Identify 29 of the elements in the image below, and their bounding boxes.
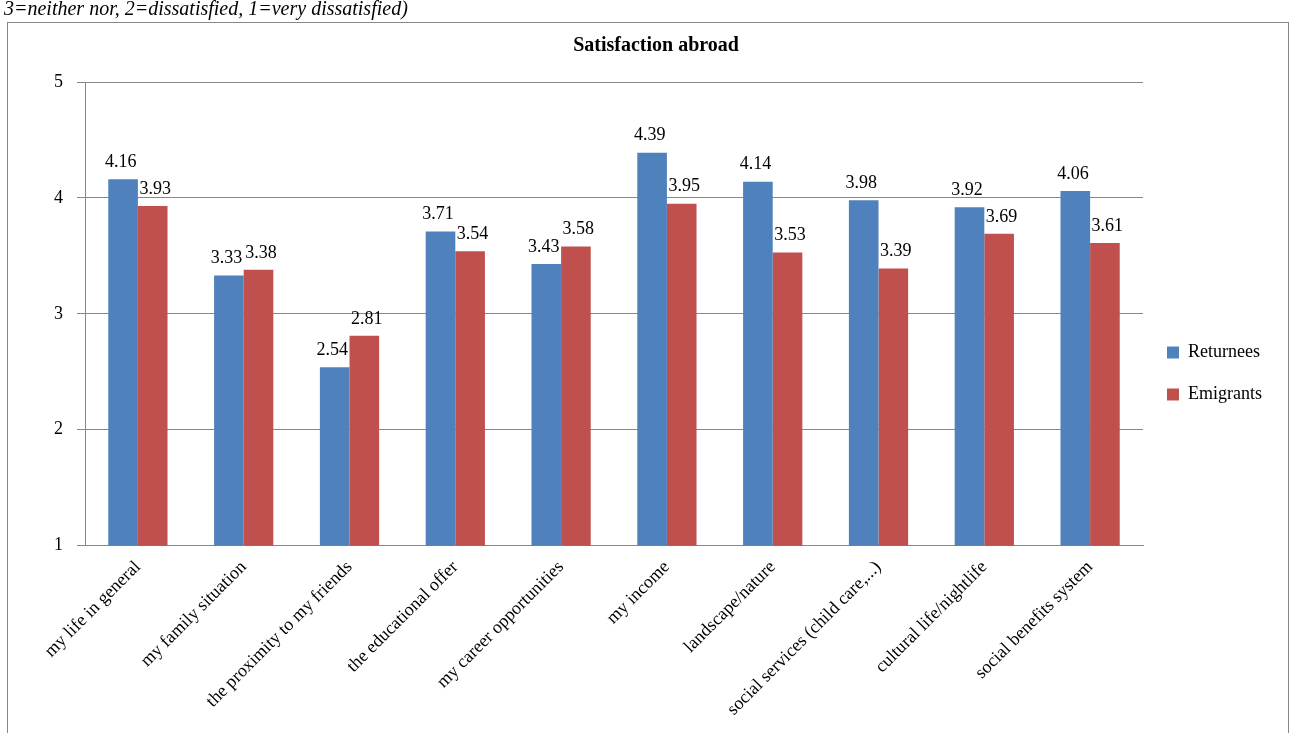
data-label: 4.39 <box>633 124 666 145</box>
data-label: 3.69 <box>985 205 1018 226</box>
data-label: 3.71 <box>422 203 454 224</box>
data-label: 4.16 <box>104 151 137 172</box>
legend-label: Returnees <box>1188 341 1260 362</box>
data-label: 2.81 <box>350 307 383 328</box>
y-tick-label: 1 <box>54 534 63 555</box>
data-label: 4.06 <box>1057 162 1089 183</box>
data-label: 3.33 <box>210 247 243 268</box>
data-label: 3.92 <box>951 178 983 199</box>
data-label: 3.39 <box>879 240 912 261</box>
chart-title: Satisfaction abroad <box>573 33 739 56</box>
data-label: 3.53 <box>774 224 806 245</box>
data-label: 3.43 <box>528 235 560 256</box>
data-label: 3.98 <box>845 171 878 192</box>
data-label: 3.58 <box>562 218 595 239</box>
y-tick-label: 4 <box>54 186 63 207</box>
data-label: 2.54 <box>316 338 349 359</box>
data-label: 4.14 <box>739 153 772 174</box>
text: 3=neither nor, 2=dissatisfied, 1=very dissatisfied) <box>3 0 409 21</box>
legend-label: Emigrants <box>1188 383 1263 404</box>
data-label: 3.38 <box>245 241 277 262</box>
data-label: 3.54 <box>456 222 489 243</box>
data-label: 3.95 <box>668 175 700 196</box>
data-label: 3.61 <box>1091 214 1124 235</box>
y-tick-label: 2 <box>54 418 63 439</box>
y-tick-label: 3 <box>54 302 63 323</box>
y-tick-label: 5 <box>54 70 63 91</box>
data-label: 3.93 <box>139 177 171 198</box>
